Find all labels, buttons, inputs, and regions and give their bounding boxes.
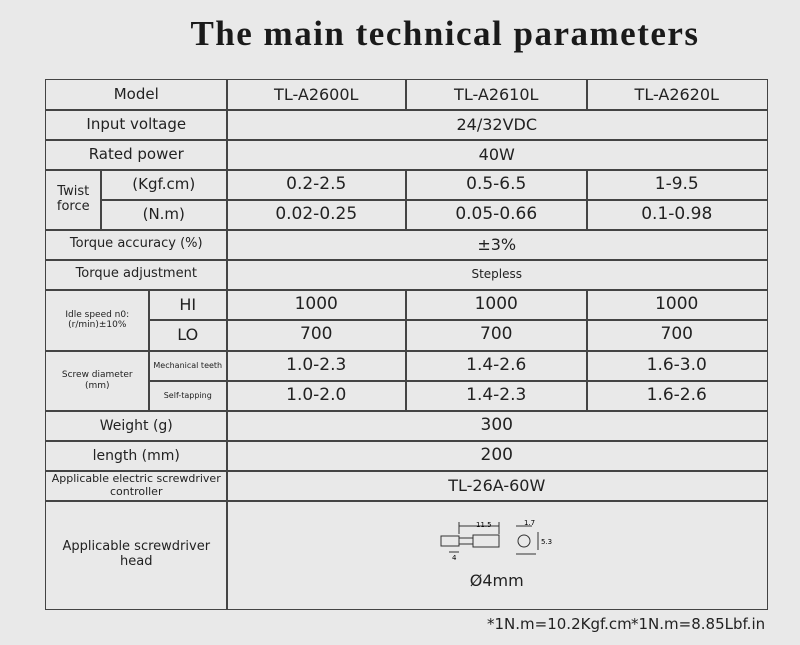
group-label: Idle speed n0: (r/min)±10%: [45, 289, 150, 352]
group-label: Screw diameter (mm): [45, 350, 150, 412]
value: 1.4-2.6: [405, 350, 588, 382]
value: ±3%: [226, 229, 768, 261]
row-label: Torque adjustment: [45, 259, 228, 291]
value: 1000: [586, 289, 768, 321]
value: 1000: [405, 289, 588, 321]
value: 1.0-2.3: [226, 350, 407, 382]
value: 0.05-0.66: [405, 199, 588, 231]
footnote: *1N.m=10.2Kgf.cm: [487, 615, 632, 633]
dimension: 5.3: [541, 538, 552, 546]
model-name: TL-A2600L: [226, 79, 407, 111]
sub-label: LO: [148, 319, 228, 352]
value: 200: [226, 440, 768, 472]
footnote: *1N.m=8.85Lbf.in: [631, 615, 766, 633]
value: 24/32VDC: [226, 109, 768, 141]
value: 0.02-0.25: [226, 199, 407, 231]
sub-label: (Kgf.cm): [100, 169, 228, 201]
dimension: 4: [452, 554, 457, 562]
value: 700: [586, 319, 768, 352]
row-label: Torque accuracy (%): [45, 229, 228, 261]
value: 40W: [226, 139, 768, 171]
row-label: Weight (g): [45, 410, 228, 442]
value: 0.5-6.5: [405, 169, 588, 201]
row-label: Model: [45, 79, 228, 111]
model-name: TL-A2620L: [586, 79, 768, 111]
row-label: length (mm): [45, 440, 228, 472]
value: 300: [226, 410, 768, 442]
sub-label: Mechanical teeth: [148, 350, 228, 382]
row-label: Rated power: [45, 139, 228, 171]
head-diagram: 11.5 4 1.7 5.3: [440, 519, 552, 562]
sub-label: Self-tapping: [148, 380, 228, 412]
dimension: 11.5: [476, 521, 492, 529]
value: 1-9.5: [586, 169, 768, 201]
model-name: TL-A2610L: [405, 79, 588, 111]
value: Ø4mm: [226, 500, 768, 610]
value: 700: [405, 319, 588, 352]
value: 1.4-2.3: [405, 380, 588, 412]
value: 1.0-2.0: [226, 380, 407, 412]
row-label: Applicable electric screwdriver controll…: [45, 470, 228, 502]
value: Stepless: [226, 259, 768, 291]
sub-label: HI: [148, 289, 228, 321]
sub-label: (N.m): [100, 199, 228, 231]
value: 1000: [226, 289, 407, 321]
group-label: Twist force: [45, 169, 102, 231]
row-label: Input voltage: [45, 109, 228, 141]
title: The main technical parameters: [190, 14, 700, 53]
value: 700: [226, 319, 407, 352]
row-label: Applicable screwdriver head: [45, 500, 228, 610]
value: 1.6-2.6: [586, 380, 768, 412]
dimension: 1.7: [524, 519, 535, 527]
value: 1.6-3.0: [586, 350, 768, 382]
value: TL-26A-60W: [226, 470, 768, 502]
value: 0.1-0.98: [586, 199, 768, 231]
value: 0.2-2.5: [226, 169, 407, 201]
